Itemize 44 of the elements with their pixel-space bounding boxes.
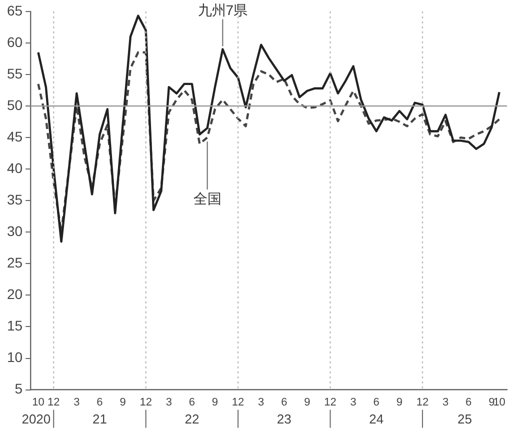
x-tick-label: 3 (166, 396, 172, 408)
x-tick-label: 3 (258, 396, 264, 408)
x-tick-label: 6 (373, 396, 380, 408)
text: 全国 (193, 190, 222, 206)
x-tick-label: 9 (120, 396, 126, 408)
y-tick-label: 45 (6, 128, 23, 144)
text: 九州7県 (198, 2, 248, 18)
y-tick-label: 40 (6, 160, 23, 176)
text: 21 (92, 411, 107, 426)
y-tick-label: 20 (6, 286, 23, 302)
y-tick-label: 10 (6, 349, 23, 366)
x-tick-label: 9 (488, 396, 495, 408)
y-tick-label: 5 (14, 380, 23, 397)
x-tick-label: 3 (350, 396, 356, 408)
text: 22 (184, 411, 200, 426)
x-tick-label: 12 (232, 396, 244, 408)
x-tick-label: 10 (493, 396, 506, 408)
y-tick-label: 55 (6, 65, 23, 82)
x-tick-label: 6 (188, 396, 196, 408)
x-tick-label: 10 (32, 396, 44, 408)
y-tick-label: 25 (6, 254, 23, 271)
text: 24 (369, 411, 384, 426)
text: 23 (276, 411, 292, 426)
text: 2020 (22, 411, 51, 426)
x-tick-label: 6 (281, 396, 288, 408)
y-tick-label: 15 (6, 318, 23, 334)
x-tick-label: 9 (396, 396, 402, 408)
x-tick-label: 6 (466, 396, 472, 408)
x-tick-label: 3 (74, 396, 80, 408)
y-tick-label: 65 (6, 2, 23, 18)
y-tick-label: 30 (6, 222, 23, 239)
x-tick-label: 12 (324, 396, 336, 408)
x-tick-label: 6 (96, 396, 103, 408)
line-series (37, 51, 500, 234)
x-tick-label: 12 (140, 396, 152, 408)
x-tick-label: 9 (212, 396, 218, 408)
x-tick-label: 12 (48, 396, 60, 408)
text: 25 (458, 411, 472, 426)
x-tick-label: 12 (416, 396, 429, 408)
y-tick-label: 50 (6, 96, 23, 113)
y-tick-label: 60 (6, 34, 23, 50)
y-tick-label: 35 (6, 191, 23, 208)
x-tick-label: 3 (442, 396, 449, 408)
x-tick-label: 9 (304, 396, 310, 408)
